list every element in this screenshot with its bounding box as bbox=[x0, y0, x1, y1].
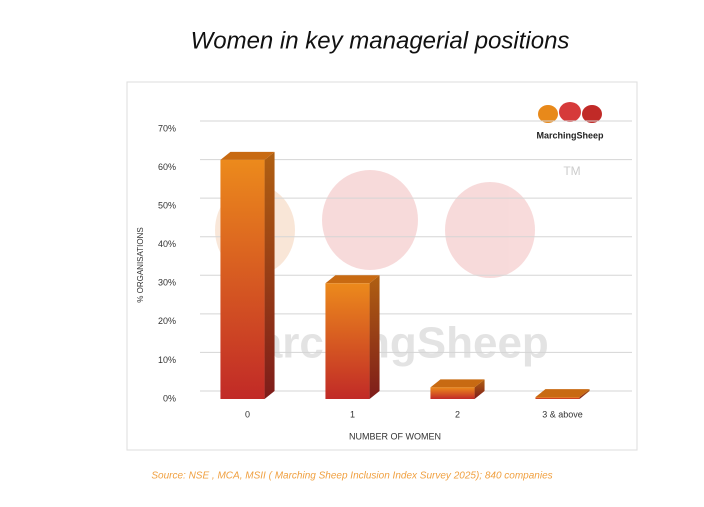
bar bbox=[325, 283, 370, 399]
logo-text: MarchingSheep bbox=[536, 130, 604, 140]
bar-side bbox=[264, 151, 275, 399]
source-note: Source: NSE , MCA, MSII ( Marching Sheep… bbox=[151, 471, 552, 482]
x-axis-label: NUMBER OF WOMEN bbox=[349, 431, 441, 441]
y-axis-label: % ORGANISATIONS bbox=[136, 227, 145, 302]
bar-side bbox=[474, 379, 485, 399]
chart-title: Women in key managerial positions bbox=[191, 27, 570, 54]
bar bbox=[430, 387, 475, 399]
y-tick-label: 30% bbox=[158, 278, 176, 288]
x-tick-label: 0 bbox=[245, 409, 250, 419]
y-tick-label: 20% bbox=[158, 316, 176, 326]
logo bbox=[538, 102, 602, 123]
y-tick-label: 0% bbox=[163, 393, 176, 403]
bar-top bbox=[430, 379, 485, 388]
y-tick-label: 60% bbox=[158, 162, 176, 172]
x-tick-label: 2 bbox=[455, 409, 460, 419]
x-tick-label: 1 bbox=[350, 409, 355, 419]
y-tick-label: 50% bbox=[158, 201, 176, 211]
y-tick-label: 40% bbox=[158, 239, 176, 249]
bar bbox=[220, 159, 265, 399]
watermark-text: MarchingSheep bbox=[221, 319, 549, 368]
bar bbox=[535, 397, 580, 399]
y-tick-label: 70% bbox=[158, 123, 176, 133]
bar-side bbox=[369, 275, 380, 399]
x-tick-label: 3 & above bbox=[542, 409, 583, 419]
bar-top bbox=[325, 275, 380, 284]
bar-top bbox=[535, 389, 590, 398]
chart-frame bbox=[126, 81, 638, 451]
bar-top bbox=[220, 151, 275, 160]
bar-side bbox=[579, 389, 590, 399]
trademark: TM bbox=[563, 164, 580, 178]
y-tick-label: 10% bbox=[158, 355, 176, 365]
